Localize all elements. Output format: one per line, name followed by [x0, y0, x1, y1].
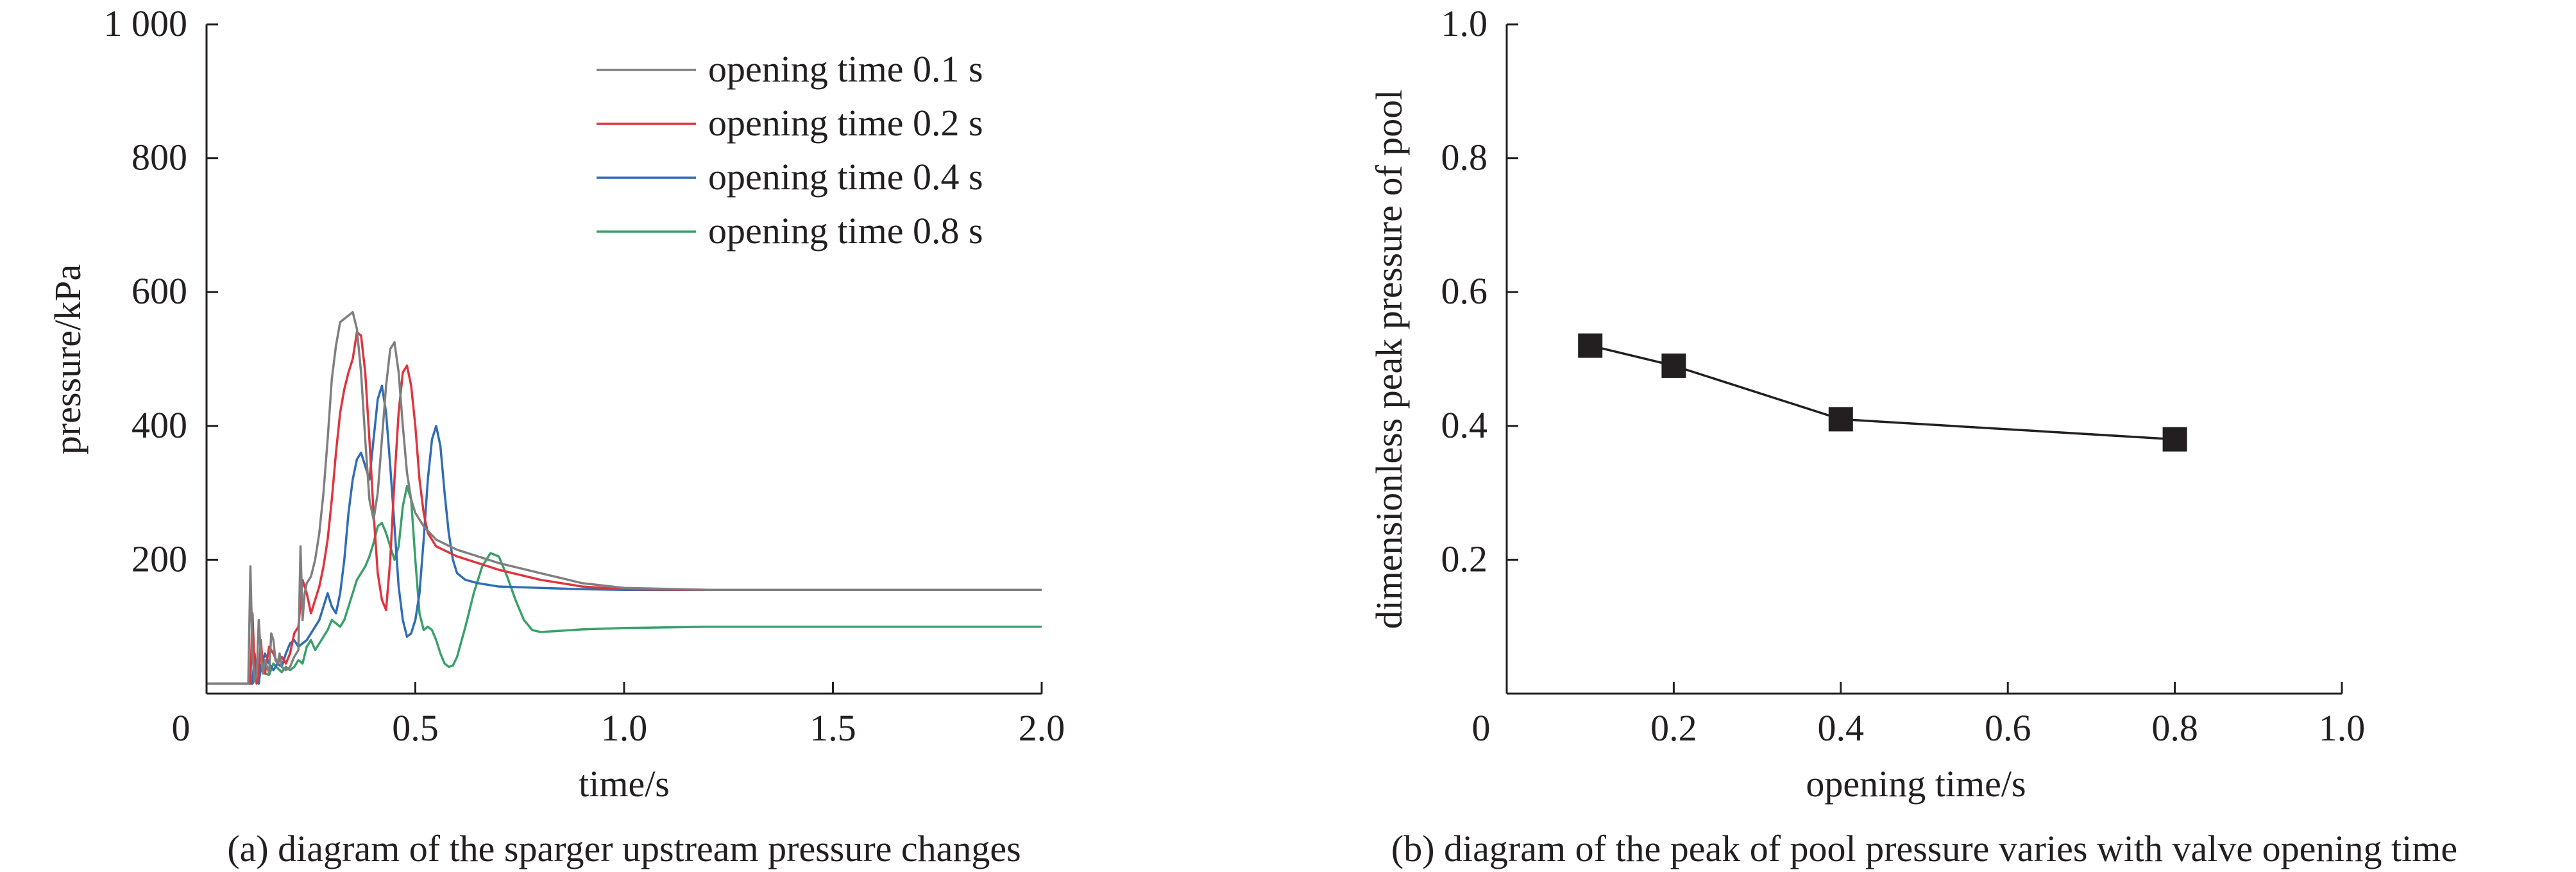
chart-b: 0.2 0.4 0.6 0.8 1.0 0 0.2 0.4 0.6 0.8 1.0 opening… [1368, 3, 2457, 869]
x-tick-label: 0.2 [1650, 707, 1697, 749]
chart-a-legend: opening time 0.1 s opening time 0.2 s open… [597, 48, 983, 252]
chart-b-xlabel: opening time/s [1806, 763, 2026, 805]
y-tick-label: 1 000 [104, 3, 188, 44]
series-line [207, 484, 1042, 685]
y-tick-label: 400 [131, 404, 187, 446]
y-tick-label: 0.6 [1441, 270, 1488, 312]
y-tick-label: 200 [131, 538, 187, 579]
y-tick-label: 0.8 [1441, 137, 1488, 178]
legend-label: opening time 0.2 s [708, 102, 983, 144]
x-tick-label: 1.0 [601, 707, 648, 749]
chart-a-xlabel: time/s [579, 763, 670, 805]
chart-b-x-ticks: 0 0.2 0.4 0.6 0.8 1.0 [1472, 682, 2366, 749]
series-line [1589, 344, 2175, 441]
chart-a-y-ticks: 200 400 600 800 1 000 [104, 3, 218, 579]
x-tick-label: 0 [172, 707, 191, 749]
y-tick-label: 0.2 [1441, 538, 1488, 579]
data-point-marker [1578, 333, 1603, 358]
x-tick-label: 0.8 [2151, 707, 2198, 749]
y-tick-label: 800 [131, 137, 187, 178]
series-line [207, 331, 1042, 685]
legend-label: opening time 0.4 s [708, 156, 983, 198]
legend-label: opening time 0.1 s [708, 48, 983, 90]
series-line [207, 384, 1042, 685]
chart-a-ylabel: pressure/kPa [47, 264, 89, 454]
x-tick-label: 1.5 [809, 707, 856, 749]
data-point-marker [1828, 407, 1853, 432]
chart-b-ylabel: dimensionless peak pressure of pool [1368, 90, 1410, 629]
chart-b-markers [1578, 333, 2187, 452]
y-tick-label: 1.0 [1441, 3, 1488, 44]
x-tick-label: 0.6 [1985, 707, 2031, 749]
x-tick-label: 0.4 [1818, 707, 1865, 749]
y-tick-label: 600 [131, 270, 187, 312]
series-line [207, 311, 1042, 685]
chart-b-y-ticks: 0.2 0.4 0.6 0.8 1.0 [1441, 3, 1518, 579]
chart-a-x-ticks: 0 0.5 1.0 1.5 2.0 [172, 682, 1065, 749]
chart-a: 200 400 600 800 1 000 0 0.5 1.0 1.5 2.0 opening … [47, 3, 1065, 869]
x-tick-label: 1.0 [2319, 707, 2366, 749]
data-point-marker [1661, 353, 1686, 378]
x-tick-label: 0 [1472, 707, 1491, 749]
chart-a-curves [207, 311, 1042, 685]
data-point-marker [2162, 427, 2187, 452]
legend-label: opening time 0.8 s [708, 210, 983, 252]
x-tick-label: 0.5 [392, 707, 439, 749]
chart-b-line [1589, 344, 2175, 441]
x-tick-label: 2.0 [1019, 707, 1065, 749]
chart-b-caption: (b) diagram of the peak of pool pressure… [1391, 828, 2457, 869]
y-tick-label: 0.4 [1441, 404, 1488, 446]
chart-a-caption: (a) diagram of the sparger upstream pres… [227, 828, 1021, 869]
